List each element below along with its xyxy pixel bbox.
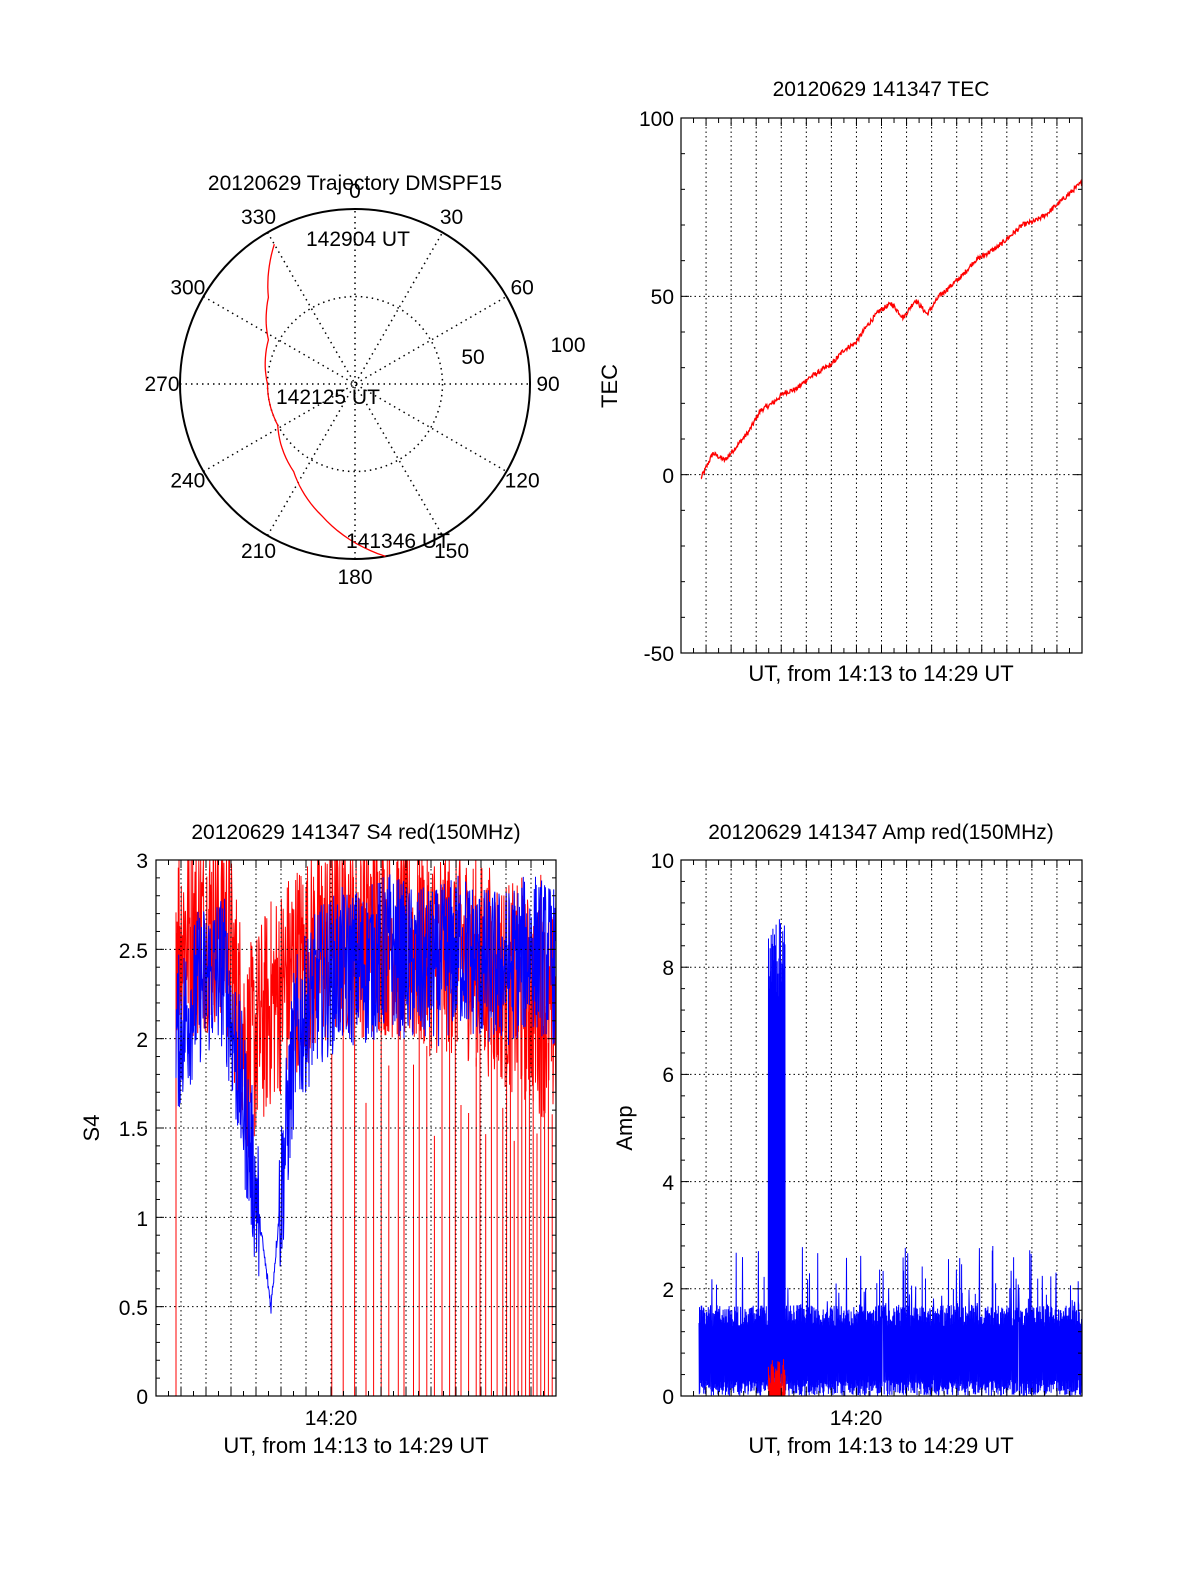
amp-ytick-8: 8 — [662, 957, 674, 980]
s4-blue-series — [175, 874, 557, 1314]
tec-ytick-100: 100 — [639, 108, 674, 131]
polar-title: 20120629 Trajectory DMSPF15 — [208, 172, 502, 195]
tec-grid — [681, 118, 1082, 653]
polar-radial-label-50: 50 — [461, 346, 484, 369]
polar-grid — [180, 209, 530, 559]
polar-azimuth-label: 330 — [241, 206, 276, 229]
amp-ytick-6: 6 — [662, 1064, 674, 1087]
amp-xlabel: UT, from 14:13 to 14:29 UT — [748, 1433, 1013, 1458]
polar-azimuth-labels: 0 30 60 90 120 150 180 210 240 270 300 330 — [144, 180, 559, 589]
s4-xlabel: UT, from 14:13 to 14:29 UT — [223, 1433, 488, 1458]
trajectory-mid-label: 142125 UT — [276, 386, 380, 409]
polar-outer-circle — [179, 208, 531, 560]
s4-ytick-3: 3 — [136, 850, 148, 873]
s4-ytick-0: 0 — [136, 1386, 148, 1409]
trajectory-line — [264, 244, 386, 557]
tec-ylabel: TEC — [597, 364, 622, 408]
amp-ytick-0: 0 — [662, 1386, 674, 1409]
tec-xlabel: UT, from 14:13 to 14:29 UT — [748, 661, 1013, 686]
tec-series-line — [700, 178, 1083, 480]
polar-azimuth-label: 300 — [170, 277, 205, 300]
polar-spoke — [266, 232, 444, 536]
polar-azimuth-label: 210 — [241, 540, 276, 563]
polar-azimuth-label: 180 — [337, 566, 372, 589]
amp-ytick-2: 2 — [662, 1279, 674, 1302]
s4-ylabel: S4 — [79, 1115, 104, 1142]
polar-azimuth-label: 270 — [144, 373, 179, 396]
s4-title: 20120629 141347 S4 red(150MHz) — [191, 821, 520, 844]
s4-ytick-1-5: 1.5 — [119, 1118, 148, 1141]
polar-azimuth-label: 120 — [505, 470, 540, 493]
amp-plot: 20120629 141347 Amp red(150MHz) 10 8 6 4… — [612, 821, 1083, 1458]
amp-ylabel: Amp — [612, 1105, 637, 1150]
trajectory-end-label: 142904 UT — [306, 228, 410, 251]
polar-azimuth-label: 60 — [510, 277, 533, 300]
amp-ticks — [680, 859, 1083, 1397]
polar-azimuth-label: 150 — [434, 540, 469, 563]
s4-ytick-2: 2 — [136, 1029, 148, 1052]
amp-xtick-1420: 14:20 — [830, 1407, 883, 1430]
s4-plot: 20120629 141347 S4 red(150MHz) 3 2.5 2 1… — [79, 821, 557, 1458]
tec-plot: 20120629 141347 TEC 100 50 0 -50 TEC UT,… — [597, 78, 1083, 686]
amp-ytick-4: 4 — [662, 1172, 674, 1195]
polar-spoke — [266, 232, 444, 536]
amp-blue-series — [698, 919, 1083, 1397]
s4-ytick-2-5: 2.5 — [119, 940, 148, 963]
polar-radial-label-100: 100 — [550, 334, 585, 357]
amp-red-series — [767, 1359, 786, 1397]
tec-ytick-0: 0 — [662, 465, 674, 488]
s4-ytick-0-5: 0.5 — [119, 1297, 148, 1320]
polar-azimuth-label: 30 — [440, 206, 463, 229]
polar-spoke — [203, 295, 507, 473]
trajectory-polar-plot: 20120629 Trajectory DMSPF15 0 30 60 90 120 15… — [144, 172, 585, 589]
polar-spoke — [203, 295, 507, 473]
tec-ytick-minus50: -50 — [644, 643, 674, 666]
polar-azimuth-label: 0 — [349, 180, 361, 203]
amp-ytick-10: 10 — [651, 850, 674, 873]
s4-grid — [156, 860, 556, 1396]
tec-ytick-50: 50 — [651, 286, 674, 309]
polar-inner-circle — [266, 295, 444, 473]
trajectory-start-label: 141346 UT — [346, 530, 450, 553]
polar-azimuth-label: 240 — [170, 470, 205, 493]
s4-ytick-1: 1 — [136, 1208, 148, 1231]
s4-ticks — [155, 859, 557, 1397]
s4-red-series — [175, 859, 557, 1396]
tec-title: 20120629 141347 TEC — [773, 78, 990, 101]
tec-ticks — [680, 117, 1083, 654]
amp-title: 20120629 141347 Amp red(150MHz) — [708, 821, 1054, 844]
polar-azimuth-label: 90 — [536, 373, 559, 396]
s4-xtick-1420: 14:20 — [305, 1407, 358, 1430]
